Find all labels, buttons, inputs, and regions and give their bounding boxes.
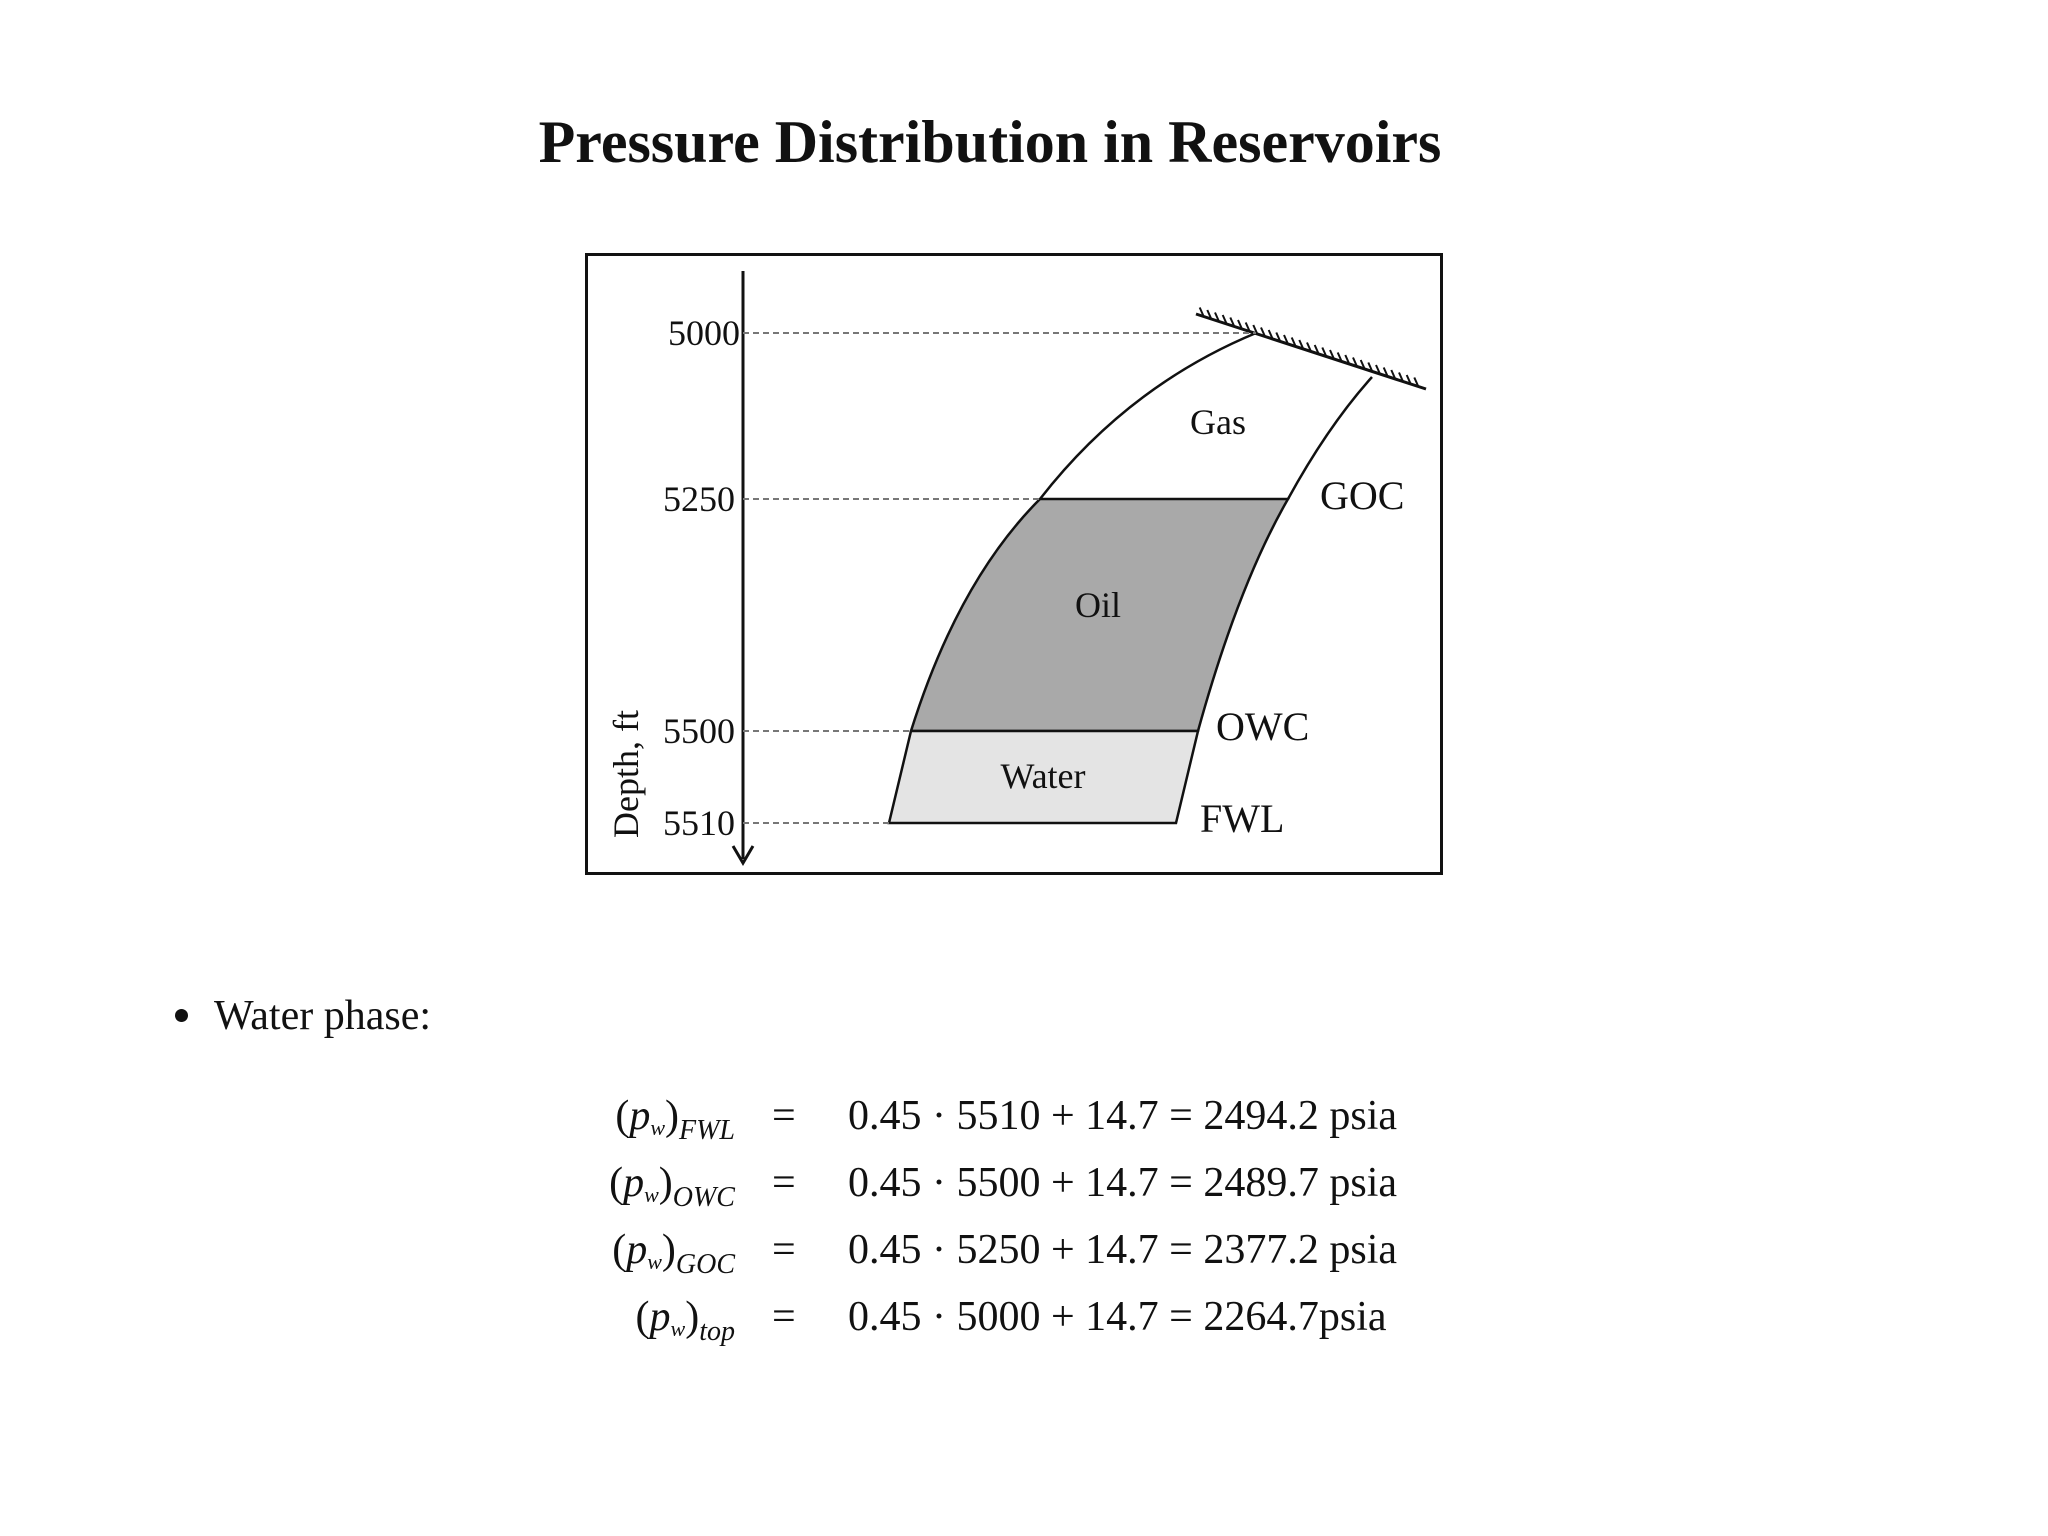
water-phase-bullet: Water phase:: [175, 995, 431, 1037]
oil-zone-label: Oil: [1075, 585, 1121, 625]
equation-lhs: (pw)FWL: [615, 1093, 735, 1146]
owc-label: OWC: [1216, 704, 1309, 749]
bullet-dot-icon: [175, 1008, 188, 1022]
lhs-location-subscript: FWL: [679, 1115, 735, 1146]
lhs-variable: p: [623, 1160, 645, 1206]
equation-lhs: (pw)GOC: [612, 1227, 735, 1280]
equation-equals: =: [772, 1227, 796, 1273]
equation-rhs: 0.45 · 5510 + 14.7 = 2494.2 psia: [848, 1093, 1398, 1139]
lhs-location-subscript: OWC: [672, 1182, 735, 1213]
equation-equals: =: [772, 1294, 796, 1340]
depth-tick-label: 5510: [663, 803, 735, 843]
reservoir-left-boundary: [1039, 331, 1257, 500]
lhs-phase-subscript: w: [650, 1115, 665, 1140]
lhs-phase-subscript: w: [670, 1316, 686, 1341]
water-zone-label: Water: [1000, 756, 1085, 796]
fault-hatching: [1198, 307, 1420, 387]
gas-zone-label: Gas: [1190, 402, 1246, 442]
equation-rhs: 0.45 · 5000 + 14.7 = 2264.7psia: [848, 1294, 1387, 1340]
reservoir-diagram: 5000 5250 5500 5510 Depth, ft Gas Oil Wa…: [585, 253, 1443, 875]
equation-equals: =: [772, 1160, 796, 1206]
equation-lhs: (pw)OWC: [609, 1160, 735, 1213]
water-zone: [887, 729, 1200, 825]
lhs-phase-subscript: w: [647, 1249, 662, 1274]
goc-label: GOC: [1320, 473, 1404, 518]
depth-tick-label: 5250: [663, 479, 735, 519]
lhs-variable: p: [649, 1294, 671, 1340]
equation-lhs: (pw)top: [635, 1294, 735, 1347]
fwl-label: FWL: [1200, 796, 1284, 841]
equation-rhs: 0.45 · 5500 + 14.7 = 2489.7 psia: [848, 1160, 1398, 1206]
depth-axis-label: Depth, ft: [606, 710, 646, 838]
equation-rhs: 0.45 · 5250 + 14.7 = 2377.2 psia: [848, 1227, 1398, 1273]
bullet-text: Water phase:: [214, 993, 432, 1039]
reservoir-right-boundary: [1286, 376, 1373, 500]
depth-tick-label: 5000: [668, 313, 740, 353]
equation-equals: =: [772, 1093, 796, 1139]
lhs-phase-subscript: w: [644, 1182, 659, 1207]
lhs-location-subscript: GOC: [675, 1249, 735, 1280]
depth-tick-label: 5500: [663, 711, 735, 751]
lhs-variable: p: [626, 1227, 648, 1273]
page-title: Pressure Distribution in Reservoirs: [538, 109, 1442, 175]
lhs-location-subscript: top: [699, 1316, 735, 1347]
reservoir-diagram-svg: 5000 5250 5500 5510 Depth, ft Gas Oil Wa…: [606, 271, 1427, 866]
depth-axis-arrow: [731, 845, 755, 866]
lhs-variable: p: [629, 1093, 651, 1139]
